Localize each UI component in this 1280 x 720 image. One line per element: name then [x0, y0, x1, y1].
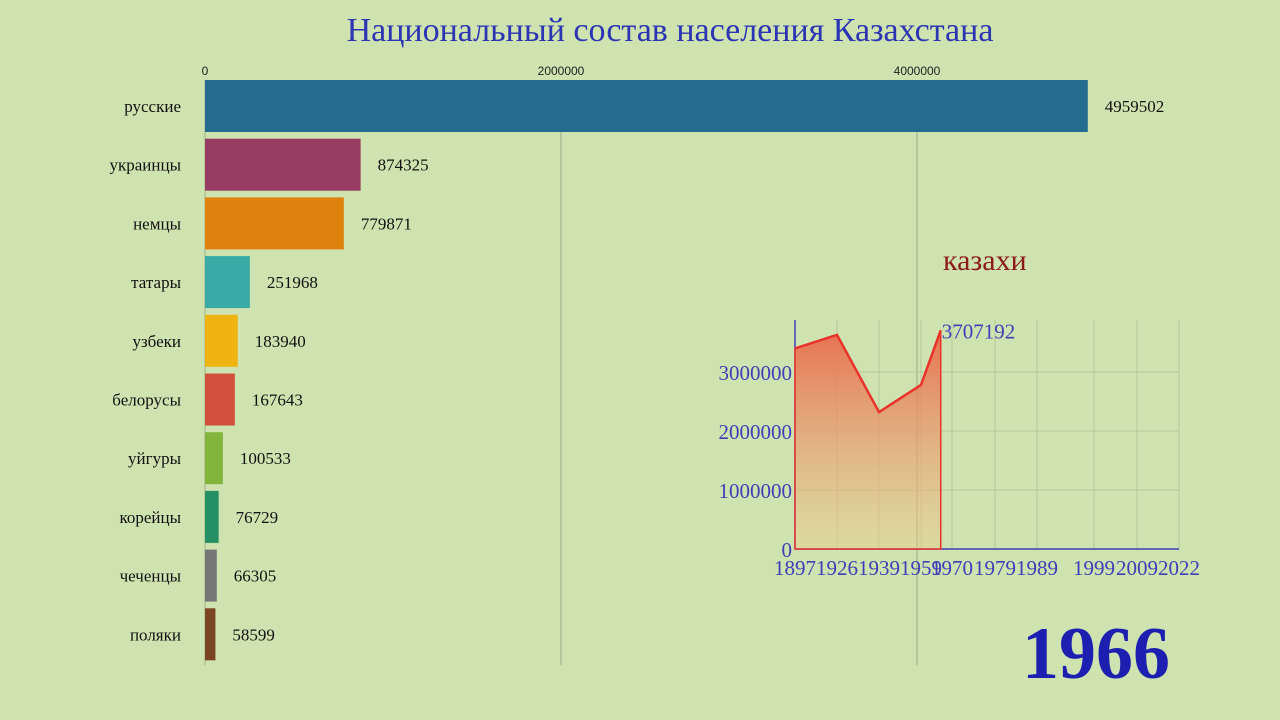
value-label: 76729: [236, 508, 279, 527]
value-label: 874325: [378, 156, 429, 175]
page-title: Национальный состав населения Казахстана: [346, 12, 994, 49]
inset-x-tick-label: 1970: [931, 556, 973, 580]
inset-x-tick-label: 2009: [1116, 556, 1158, 580]
inset-x-tick-label: 1979: [974, 556, 1016, 580]
category-label: русские: [124, 97, 181, 116]
value-label: 58599: [232, 625, 274, 644]
inset-y-tick-label: 3000000: [719, 361, 793, 385]
category-label: узбеки: [132, 332, 181, 351]
inset-y-tick-label: 1000000: [719, 479, 793, 503]
value-label: 183940: [255, 332, 306, 351]
inset-y-tick-label: 2000000: [719, 420, 793, 444]
category-label: поляки: [130, 625, 181, 644]
inset-x-tick-label: 1989: [1016, 556, 1058, 580]
value-label: 251968: [267, 273, 318, 292]
x-tick-label: 2000000: [538, 64, 585, 78]
inset-x-tick-label: 2022: [1158, 556, 1200, 580]
kazakh-area: [794, 330, 942, 550]
inset-x-tick-label: 1939: [858, 556, 900, 580]
bar: [205, 432, 223, 485]
bar: [205, 80, 1088, 132]
category-label: украинцы: [109, 156, 181, 175]
x-tick-label: 0: [202, 64, 209, 78]
category-label: татары: [131, 273, 181, 292]
value-label: 100533: [240, 449, 291, 468]
inset-end-value-label: 3707192: [942, 319, 1016, 343]
value-label: 4959502: [1105, 97, 1165, 116]
category-label: чеченцы: [120, 567, 182, 586]
x-tick-label: 4000000: [894, 64, 941, 78]
category-label: немцы: [133, 214, 181, 233]
bar: [205, 256, 250, 309]
inset-x-tick-label: 1926: [816, 556, 858, 580]
bar: [205, 314, 238, 367]
category-label: корейцы: [119, 508, 181, 527]
bar: [205, 138, 361, 191]
inset-x-tick-label: 1959: [900, 556, 942, 580]
inset-chart-title: казахи: [943, 244, 1027, 277]
inset-y-tick-label: 0: [782, 538, 793, 562]
bar: [205, 490, 219, 543]
value-label: 779871: [361, 214, 412, 233]
year-label: 1966: [1022, 613, 1170, 695]
bar: [205, 373, 235, 426]
inset-x-tick-label: 1999: [1073, 556, 1115, 580]
bar: [205, 608, 216, 661]
value-label: 66305: [234, 567, 277, 586]
inset-x-tick-label: 1897: [774, 556, 816, 580]
category-label: белорусы: [112, 391, 181, 410]
category-label: уйгуры: [128, 449, 182, 468]
bar: [205, 197, 344, 250]
value-label: 167643: [252, 391, 303, 410]
kazakh-line: [794, 329, 942, 414]
bar: [205, 549, 217, 602]
